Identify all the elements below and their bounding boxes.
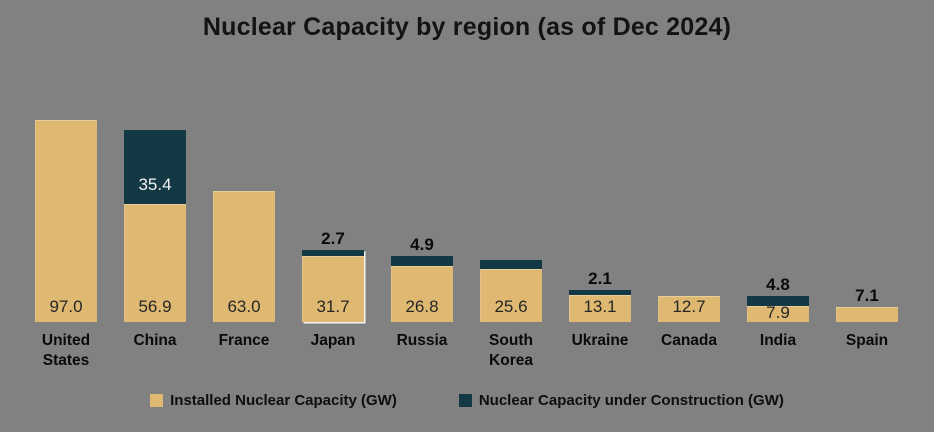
value-label-installed-canada: 12.7 [672, 297, 706, 316]
value-label-above-india: 4.8 [766, 274, 790, 294]
segment-installed-ukraine: 13.1 [569, 294, 631, 322]
category-label-india: India [759, 332, 797, 349]
legend-swatch-installed-icon [150, 394, 164, 407]
bar-stack-ukraine: 13.1 [569, 290, 631, 322]
bar-stack-china: 35.4 56.9 [124, 130, 186, 322]
value-label-above-ukraine: 2.1 [588, 269, 612, 289]
segment-installed-france: 63.0 [213, 190, 275, 322]
segment-construction-russia [391, 256, 453, 267]
bar-group-japan: 2.7 31.7 Japan [302, 112, 364, 349]
category-label-china: China [133, 332, 177, 349]
segment-installed-canada: 12.7 [658, 295, 720, 322]
legend-label-construction: Nuclear Capacity under Construction (GW) [478, 392, 784, 409]
value-label-construction-china: 35.4 [138, 174, 172, 194]
legend-swatch-construction-icon [458, 394, 472, 407]
bar-stack-japan: 31.7 [302, 250, 364, 322]
value-label-installed-japan: 31.7 [316, 297, 350, 316]
category-label-south-korea: South Korea [489, 332, 533, 370]
category-label-russia: Russia [396, 332, 448, 349]
bar-group-south-korea: 25.6 South Korea [480, 112, 542, 369]
chart-title: Nuclear Capacity by region (as of Dec 20… [202, 13, 732, 41]
bar-group-united-states: 97.0 United States [35, 112, 97, 369]
category-label-spain: Spain [845, 332, 889, 349]
category-label-canada: Canada [661, 332, 717, 349]
value-label-installed-france: 63.0 [227, 297, 261, 316]
value-label-installed-ukraine: 13.1 [583, 297, 617, 316]
segment-construction-india [747, 295, 809, 306]
legend-label-installed: Installed Nuclear Capacity (GW) [170, 392, 397, 409]
segment-installed-japan: 31.7 [302, 256, 364, 322]
bar-stack-russia: 26.8 [391, 256, 453, 322]
category-label-ukraine: Ukraine [571, 332, 629, 349]
value-label-installed-russia: 26.8 [405, 297, 439, 316]
bar-group-russia: 4.9 26.8 Russia [391, 112, 453, 349]
bar-group-spain: 7.1 Spain [836, 112, 898, 349]
segment-construction-japan [302, 250, 364, 257]
segment-installed-united-states: 97.0 [35, 120, 97, 322]
value-label-above-spain: 7.1 [855, 286, 879, 306]
category-label-united-states: United States [41, 332, 91, 370]
legend-item-installed: Installed Nuclear Capacity (GW) [150, 392, 397, 409]
bar-group-china: 35.4 56.9 China [124, 112, 186, 349]
value-label-installed-india: 7.9 [766, 303, 790, 322]
bar-stack-spain [836, 307, 898, 322]
segment-construction-ukraine [569, 290, 631, 295]
value-label-above-japan: 2.7 [321, 229, 345, 249]
bar-stack-india: 7.9 [747, 295, 809, 322]
bar-group-ukraine: 2.1 13.1 Ukraine [569, 112, 631, 349]
bar-stack-france: 63.0 [213, 190, 275, 322]
segment-installed-south-korea: 25.6 [480, 268, 542, 322]
value-label-above-russia: 4.9 [410, 235, 434, 255]
legend: Installed Nuclear Capacity (GW) Nuclear … [0, 392, 934, 409]
bar-group-canada: 12.7 Canada [658, 112, 720, 349]
plot-area: 97.0 United States 35.4 56.9 China 63.0 France… [35, 112, 898, 369]
category-label-france: France [218, 332, 270, 349]
segment-construction-china: 35.4 [124, 130, 186, 204]
legend-item-construction: Nuclear Capacity under Construction (GW) [458, 392, 784, 409]
segment-installed-india: 7.9 [747, 303, 809, 322]
bar-stack-canada: 12.7 [658, 295, 720, 322]
bar-group-india: 4.8 7.9 India [747, 112, 809, 349]
value-label-installed-china: 56.9 [138, 297, 172, 316]
segment-installed-china: 56.9 [124, 203, 186, 322]
value-label-installed-united-states: 97.0 [49, 297, 83, 316]
segment-construction-south-korea [480, 260, 542, 269]
bar-stack-south-korea: 25.6 [480, 260, 542, 322]
segment-installed-spain [836, 307, 898, 322]
segment-installed-russia: 26.8 [391, 266, 453, 322]
bar-stack-united-states: 97.0 [35, 120, 97, 322]
category-label-japan: Japan [310, 332, 356, 349]
bar-group-france: 63.0 France [213, 112, 275, 349]
value-label-installed-south-korea: 25.6 [494, 297, 528, 316]
